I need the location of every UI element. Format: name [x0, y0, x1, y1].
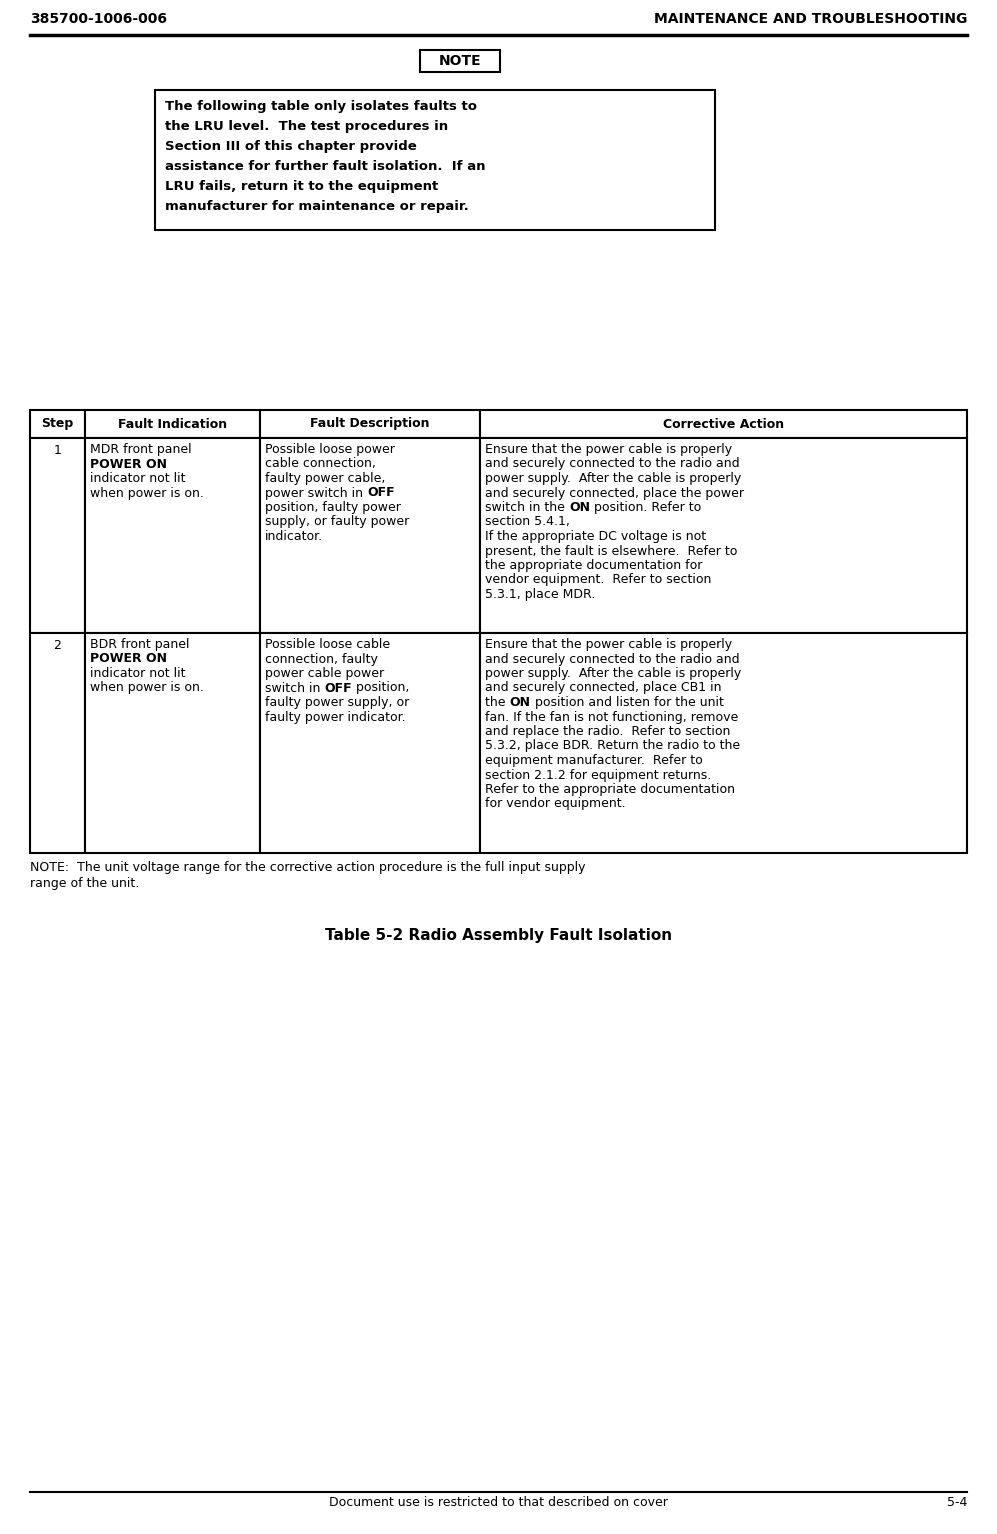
Text: Corrective Action: Corrective Action: [663, 417, 784, 431]
Text: Document use is restricted to that described on cover: Document use is restricted to that descr…: [329, 1496, 668, 1509]
Text: and securely connected to the radio and: and securely connected to the radio and: [485, 652, 740, 666]
Text: indicator.: indicator.: [265, 531, 323, 543]
Text: and securely connected, place the power: and securely connected, place the power: [485, 486, 744, 500]
Text: Fault Description: Fault Description: [310, 417, 430, 431]
Bar: [85, 439, 260, 634]
Bar: [30, 439, 85, 634]
Text: the appropriate documentation for: the appropriate documentation for: [485, 558, 702, 572]
Text: OFF: OFF: [324, 681, 352, 695]
Text: ON: ON: [509, 696, 530, 709]
Text: connection, faulty: connection, faulty: [265, 652, 378, 666]
Text: MDR front panel: MDR front panel: [90, 443, 191, 456]
Bar: [155, 91, 715, 230]
Text: Ensure that the power cable is properly: Ensure that the power cable is properly: [485, 638, 732, 650]
Text: supply, or faulty power: supply, or faulty power: [265, 515, 409, 529]
Text: NOTE:  The unit voltage range for the corrective action procedure is the full in: NOTE: The unit voltage range for the cor…: [30, 861, 585, 874]
Text: fan. If the fan is not functioning, remove: fan. If the fan is not functioning, remo…: [485, 710, 738, 724]
Text: and securely connected, place CB1 in: and securely connected, place CB1 in: [485, 681, 722, 695]
Bar: [85, 410, 260, 439]
Text: Possible loose power: Possible loose power: [265, 443, 395, 456]
Text: and securely connected to the radio and: and securely connected to the radio and: [485, 457, 740, 471]
Text: power switch in: power switch in: [265, 486, 367, 500]
Text: POWER ON: POWER ON: [90, 457, 167, 471]
Text: equipment manufacturer.  Refer to: equipment manufacturer. Refer to: [485, 755, 703, 767]
Text: when power is on.: when power is on.: [90, 486, 203, 500]
Text: power supply.  After the cable is properly: power supply. After the cable is properl…: [485, 472, 741, 485]
Text: Fault Indication: Fault Indication: [118, 417, 227, 431]
Text: 385700-1006-006: 385700-1006-006: [30, 12, 167, 26]
Text: MAINTENANCE AND TROUBLESHOOTING: MAINTENANCE AND TROUBLESHOOTING: [654, 12, 967, 26]
Text: faulty power indicator.: faulty power indicator.: [265, 710, 406, 724]
Bar: [30, 410, 85, 439]
Text: Step: Step: [41, 417, 74, 431]
Text: indicator not lit: indicator not lit: [90, 667, 185, 680]
Bar: [85, 634, 260, 853]
Text: Table 5-2 Radio Assembly Fault Isolation: Table 5-2 Radio Assembly Fault Isolation: [325, 928, 672, 943]
Text: position, faulty power: position, faulty power: [265, 502, 401, 514]
Text: section 5.4.1,: section 5.4.1,: [485, 515, 570, 529]
Text: the: the: [485, 696, 509, 709]
Text: 1: 1: [54, 443, 62, 457]
Text: ON: ON: [569, 502, 590, 514]
Text: power supply.  After the cable is properly: power supply. After the cable is properl…: [485, 667, 741, 680]
Bar: [420, 51, 500, 72]
Text: cable connection,: cable connection,: [265, 457, 376, 471]
Bar: [260, 439, 480, 634]
Text: indicator not lit: indicator not lit: [90, 472, 185, 485]
Text: 2: 2: [54, 640, 62, 652]
Text: position and listen for the unit: position and listen for the unit: [530, 696, 724, 709]
Text: position. Refer to: position. Refer to: [590, 502, 701, 514]
Text: Section III of this chapter provide: Section III of this chapter provide: [165, 140, 417, 153]
Text: If the appropriate DC voltage is not: If the appropriate DC voltage is not: [485, 531, 706, 543]
Text: faulty power supply, or: faulty power supply, or: [265, 696, 409, 709]
Text: Ensure that the power cable is properly: Ensure that the power cable is properly: [485, 443, 732, 456]
Bar: [260, 634, 480, 853]
Text: switch in the: switch in the: [485, 502, 569, 514]
Bar: [480, 634, 967, 853]
Text: BDR front panel: BDR front panel: [90, 638, 189, 650]
Text: position,: position,: [352, 681, 410, 695]
Text: for vendor equipment.: for vendor equipment.: [485, 798, 626, 810]
Text: the LRU level.  The test procedures in: the LRU level. The test procedures in: [165, 120, 448, 133]
Text: 5.3.1, place MDR.: 5.3.1, place MDR.: [485, 588, 595, 601]
Text: section 2.1.2 for equipment returns.: section 2.1.2 for equipment returns.: [485, 769, 711, 781]
Text: Refer to the appropriate documentation: Refer to the appropriate documentation: [485, 782, 735, 796]
Text: POWER ON: POWER ON: [90, 652, 167, 666]
Text: Possible loose cable: Possible loose cable: [265, 638, 390, 650]
Text: NOTE: NOTE: [439, 54, 482, 67]
Text: The following table only isolates faults to: The following table only isolates faults…: [165, 100, 477, 114]
Bar: [480, 439, 967, 634]
Bar: [480, 410, 967, 439]
Text: power cable power: power cable power: [265, 667, 384, 680]
Text: OFF: OFF: [367, 486, 395, 500]
Bar: [260, 410, 480, 439]
Text: LRU fails, return it to the equipment: LRU fails, return it to the equipment: [165, 179, 439, 193]
Text: present, the fault is elsewhere.  Refer to: present, the fault is elsewhere. Refer t…: [485, 545, 738, 557]
Text: 5.3.2, place BDR. Return the radio to the: 5.3.2, place BDR. Return the radio to th…: [485, 739, 740, 753]
Text: 5-4: 5-4: [946, 1496, 967, 1509]
Text: manufacturer for maintenance or repair.: manufacturer for maintenance or repair.: [165, 199, 469, 213]
Text: vendor equipment.  Refer to section: vendor equipment. Refer to section: [485, 574, 712, 586]
Text: and replace the radio.  Refer to section: and replace the radio. Refer to section: [485, 726, 731, 738]
Text: assistance for further fault isolation.  If an: assistance for further fault isolation. …: [165, 160, 486, 173]
Text: faulty power cable,: faulty power cable,: [265, 472, 386, 485]
Text: switch in: switch in: [265, 681, 324, 695]
Text: when power is on.: when power is on.: [90, 681, 203, 695]
Text: range of the unit.: range of the unit.: [30, 877, 140, 890]
Bar: [30, 634, 85, 853]
